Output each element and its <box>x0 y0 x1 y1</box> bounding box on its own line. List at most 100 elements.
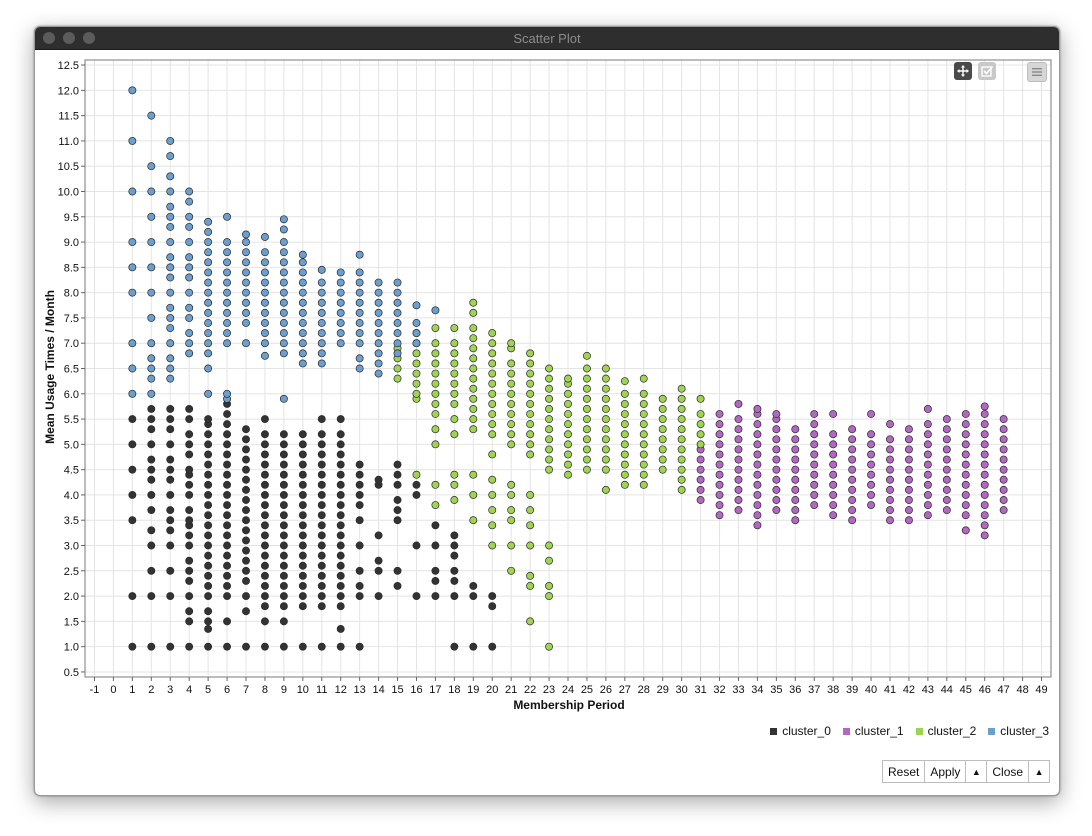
x-tick-label: 16 <box>410 684 422 696</box>
y-tick-label: 8.5 <box>64 262 79 274</box>
x-tick-label: 46 <box>979 684 991 696</box>
data-point <box>298 602 307 611</box>
data-point <box>166 263 175 272</box>
data-point <box>223 278 232 287</box>
data-point <box>488 349 497 358</box>
data-point <box>620 460 629 469</box>
data-point <box>298 268 307 277</box>
data-point <box>147 212 156 221</box>
data-point <box>734 485 743 494</box>
data-point <box>450 576 459 585</box>
data-point <box>961 480 970 489</box>
data-point <box>601 425 610 434</box>
x-tick-label: 44 <box>941 684 953 696</box>
legend-item-cluster-2[interactable]: cluster_2 <box>915 724 976 738</box>
y-tick-label: 7.5 <box>64 313 79 325</box>
data-point <box>260 551 269 560</box>
data-point <box>412 329 421 338</box>
data-point <box>582 465 591 474</box>
minimize-window-icon[interactable] <box>63 32 75 44</box>
data-point <box>564 460 572 469</box>
x-tick-label: 39 <box>846 684 858 696</box>
legend-item-cluster-3[interactable]: cluster_3 <box>988 724 1049 738</box>
data-point <box>734 399 743 408</box>
data-point <box>923 501 932 509</box>
data-point <box>374 298 383 307</box>
scatter-chart[interactable]: 0.5 1.0 1.5 2.0 2.5 3.0 3.5 4.0 4.5 5.0 5.5 6.0 6.5 7… <box>35 49 1059 717</box>
y-tick-label: 6.5 <box>64 364 79 376</box>
data-point <box>488 490 497 499</box>
x-tick-label: 41 <box>884 684 896 696</box>
data-point <box>298 551 307 560</box>
data-point <box>393 349 402 358</box>
data-point <box>317 480 326 489</box>
data-point <box>166 506 175 515</box>
data-point <box>867 440 876 449</box>
close-window-icon[interactable] <box>43 32 55 44</box>
data-point <box>526 541 535 550</box>
data-point <box>128 238 137 247</box>
data-point <box>829 470 838 479</box>
data-point <box>279 460 288 469</box>
data-point <box>469 374 478 383</box>
data-point <box>374 349 383 358</box>
data-point <box>469 490 478 499</box>
data-point <box>582 384 591 393</box>
data-point <box>147 526 156 535</box>
data-point <box>582 405 591 413</box>
data-point <box>204 217 213 226</box>
data-point <box>242 536 250 545</box>
close-button[interactable]: Close <box>986 760 1030 783</box>
data-point <box>658 394 667 403</box>
data-point <box>999 445 1008 454</box>
legend-swatch <box>915 727 923 735</box>
data-point <box>355 308 364 317</box>
data-point <box>469 324 478 332</box>
data-point <box>279 480 288 489</box>
data-point <box>242 556 250 565</box>
data-point <box>336 480 345 489</box>
data-point <box>242 516 250 525</box>
zoom-window-icon[interactable] <box>83 32 95 44</box>
data-point <box>336 561 345 570</box>
legend-item-cluster-1[interactable]: cluster_1 <box>842 724 904 738</box>
x-axis-label: Membership Period <box>513 698 624 712</box>
data-point <box>696 394 705 403</box>
data-point <box>336 642 345 651</box>
data-point <box>507 420 516 429</box>
data-point <box>412 541 421 550</box>
data-point <box>279 551 288 560</box>
pan-tool-button[interactable] <box>954 62 972 80</box>
data-point <box>942 415 951 424</box>
data-point <box>431 592 440 601</box>
data-point <box>298 642 307 651</box>
y-tick-label: 7.0 <box>64 338 79 350</box>
data-point <box>715 511 724 520</box>
data-point <box>166 303 175 312</box>
data-point <box>545 364 554 373</box>
data-point <box>810 480 819 489</box>
menu-button[interactable] <box>1027 62 1047 82</box>
data-point <box>810 470 819 479</box>
data-point <box>260 329 269 338</box>
data-point <box>355 298 364 307</box>
legend-item-cluster-0[interactable]: cluster_0 <box>770 724 831 738</box>
title-bar[interactable]: Scatter Plot <box>35 27 1059 50</box>
data-point <box>128 136 137 145</box>
apply-button[interactable]: Apply <box>924 760 967 783</box>
data-point <box>298 349 307 358</box>
data-point <box>431 425 440 434</box>
data-point <box>393 496 402 504</box>
reset-button[interactable]: Reset <box>882 760 926 783</box>
data-point <box>904 485 913 494</box>
y-tick-label: 8.0 <box>64 288 79 300</box>
data-point <box>279 592 288 601</box>
data-point <box>469 344 478 353</box>
data-point <box>336 308 345 317</box>
select-tool-button[interactable] <box>978 62 996 80</box>
data-point <box>753 420 762 429</box>
data-point <box>639 430 648 439</box>
close-options-arrow-button[interactable]: ▲ <box>1028 760 1051 783</box>
apply-options-arrow-button[interactable]: ▲ <box>965 760 988 783</box>
data-point <box>128 440 137 449</box>
